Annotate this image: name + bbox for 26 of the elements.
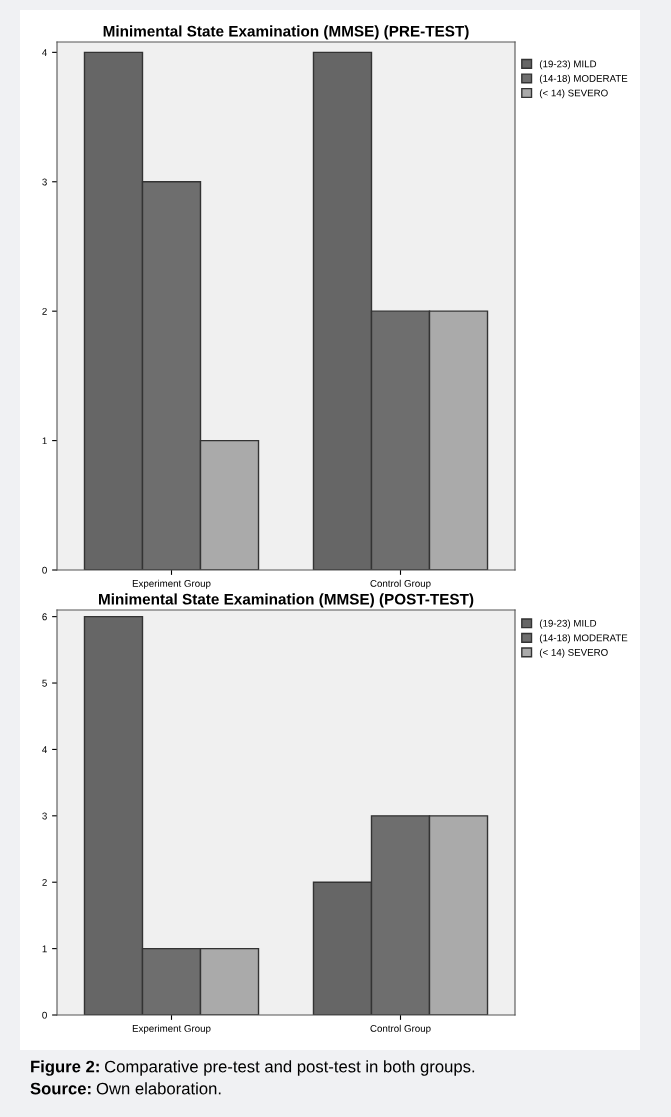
legend-label: (< 14) SEVERO	[539, 89, 608, 99]
x-tick-label: Experiment Group	[132, 1024, 211, 1034]
legend-label: (14-18) MODERATE	[539, 74, 628, 84]
y-tick-label: 1	[42, 437, 47, 445]
legend-label: (14-18) MODERATE	[539, 634, 628, 644]
legend-label: (< 14) SEVERO	[539, 648, 608, 658]
legend-label: (19-23) MILD	[539, 619, 597, 629]
y-tick-label: 0	[42, 566, 47, 574]
x-tick-label: Experiment Group	[132, 579, 211, 589]
y-tick-label: 4	[42, 49, 47, 56]
x-tick-label: Control Group	[370, 1024, 431, 1034]
y-tick-label: 0	[42, 1011, 47, 1019]
caption: Figure 2: Comparative pre-test and post-test in both groups.	[31, 1060, 475, 1076]
y-tick-label: 2	[42, 878, 47, 886]
y-tick-label: 5	[42, 679, 47, 687]
y-tick-label: 1	[42, 945, 47, 953]
y-tick-label: 4	[42, 746, 47, 753]
source-note: Source: Own elaboration.	[30, 1082, 221, 1095]
y-tick-label: 3	[42, 178, 47, 186]
chart-title: Minimental State Examination (MMSE) (POST-TEST)	[99, 593, 474, 608]
legend-label: (19-23) MILD	[539, 60, 597, 70]
x-tick-label: Control Group	[370, 579, 431, 589]
y-tick-label: 2	[42, 307, 47, 315]
y-tick-label: 3	[42, 812, 47, 820]
y-tick-label: 6	[42, 613, 47, 621]
chart-title: Minimental State Examination (MMSE) (PRE-TEST)	[103, 25, 469, 40]
